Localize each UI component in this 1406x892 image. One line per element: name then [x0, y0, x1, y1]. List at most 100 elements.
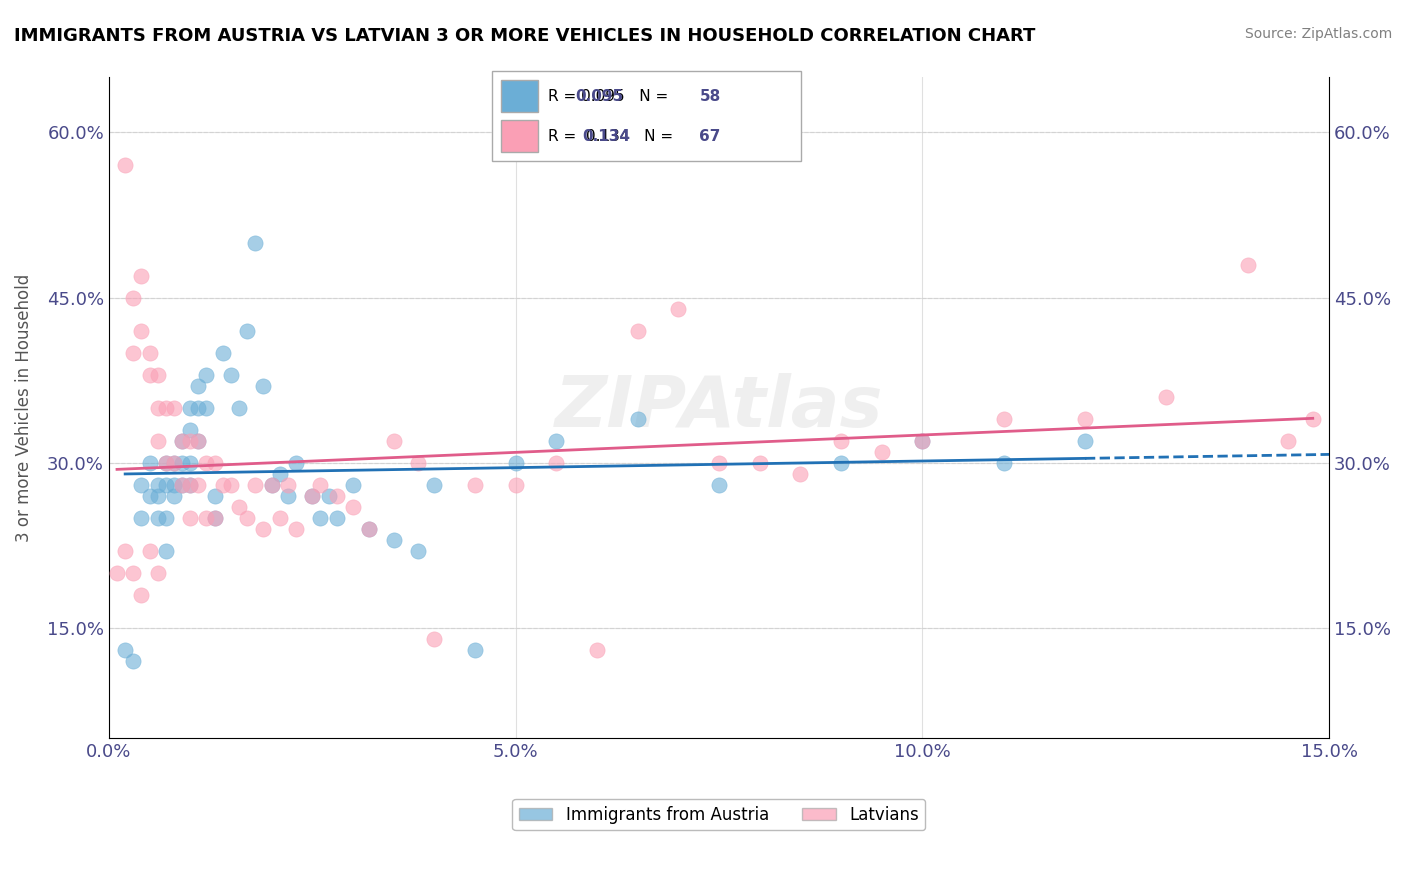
Point: [318, 489, 340, 503]
Point: [195, 510, 218, 524]
Text: IMMIGRANTS FROM AUSTRIA VS LATVIAN 3 OR MORE VEHICLES IN HOUSEHOLD CORRELATION C: IMMIGRANTS FROM AUSTRIA VS LATVIAN 3 OR …: [14, 27, 1035, 45]
Point: [204, 510, 226, 524]
Point: [163, 456, 186, 470]
Point: [252, 378, 274, 392]
Point: [626, 411, 648, 425]
Point: [789, 467, 811, 481]
Point: [1156, 390, 1178, 404]
Point: [284, 456, 307, 470]
Point: [245, 477, 267, 491]
Point: [187, 434, 209, 448]
Point: [309, 477, 332, 491]
Point: [172, 434, 194, 448]
Point: [301, 489, 323, 503]
Point: [219, 368, 242, 382]
Point: [138, 345, 160, 359]
Text: 0.134: 0.134: [582, 129, 630, 144]
Point: [131, 477, 153, 491]
Point: [359, 522, 381, 536]
Point: [211, 345, 233, 359]
Point: [179, 477, 201, 491]
Point: [260, 477, 283, 491]
Point: [155, 543, 177, 558]
Point: [131, 324, 153, 338]
Point: [163, 456, 186, 470]
Point: [204, 456, 226, 470]
Point: [179, 510, 201, 524]
Point: [464, 642, 486, 657]
Text: 67: 67: [699, 129, 721, 144]
Point: [406, 456, 429, 470]
Point: [122, 566, 145, 580]
Point: [114, 642, 136, 657]
Point: [146, 566, 169, 580]
Point: [131, 588, 153, 602]
Point: [325, 510, 347, 524]
Point: [179, 456, 201, 470]
Point: [195, 368, 218, 382]
Point: [228, 401, 250, 415]
Point: [146, 368, 169, 382]
Point: [155, 510, 177, 524]
Point: [163, 401, 186, 415]
Point: [204, 489, 226, 503]
Point: [131, 268, 153, 283]
Point: [342, 477, 364, 491]
Point: [114, 543, 136, 558]
Point: [172, 477, 194, 491]
Point: [172, 477, 194, 491]
Point: [252, 522, 274, 536]
Point: [406, 543, 429, 558]
Point: [911, 434, 934, 448]
Point: [146, 401, 169, 415]
Point: [277, 477, 299, 491]
Point: [146, 489, 169, 503]
Point: [546, 434, 568, 448]
Point: [179, 401, 201, 415]
Point: [359, 522, 381, 536]
Point: [187, 401, 209, 415]
Text: R = 0.095   N =: R = 0.095 N =: [548, 89, 673, 103]
Point: [993, 456, 1015, 470]
Point: [146, 510, 169, 524]
Point: [138, 543, 160, 558]
Point: [269, 510, 291, 524]
Point: [382, 533, 405, 547]
Point: [1277, 434, 1299, 448]
Point: [260, 477, 283, 491]
Point: [301, 489, 323, 503]
Point: [236, 324, 259, 338]
Point: [707, 477, 730, 491]
Point: [179, 477, 201, 491]
Point: [179, 434, 201, 448]
Text: R =  0.134   N =: R = 0.134 N =: [548, 129, 678, 144]
Point: [138, 456, 160, 470]
Point: [138, 489, 160, 503]
Point: [423, 477, 446, 491]
Point: [1074, 411, 1097, 425]
Point: [1074, 434, 1097, 448]
Point: [236, 510, 259, 524]
Point: [179, 423, 201, 437]
Point: [146, 434, 169, 448]
Point: [830, 434, 852, 448]
Point: [342, 500, 364, 514]
Point: [245, 235, 267, 250]
Point: [155, 477, 177, 491]
Point: [155, 456, 177, 470]
Point: [993, 411, 1015, 425]
Point: [172, 456, 194, 470]
Point: [105, 566, 128, 580]
Legend: Immigrants from Austria, Latvians: Immigrants from Austria, Latvians: [512, 799, 925, 830]
Point: [122, 654, 145, 668]
Y-axis label: 3 or more Vehicles in Household: 3 or more Vehicles in Household: [15, 274, 32, 541]
Point: [163, 477, 186, 491]
Text: ZIPAtlas: ZIPAtlas: [555, 373, 883, 442]
Point: [138, 368, 160, 382]
FancyBboxPatch shape: [502, 80, 538, 112]
Point: [122, 291, 145, 305]
Text: 0.095: 0.095: [575, 89, 624, 103]
Point: [131, 510, 153, 524]
Point: [748, 456, 770, 470]
Point: [505, 456, 527, 470]
